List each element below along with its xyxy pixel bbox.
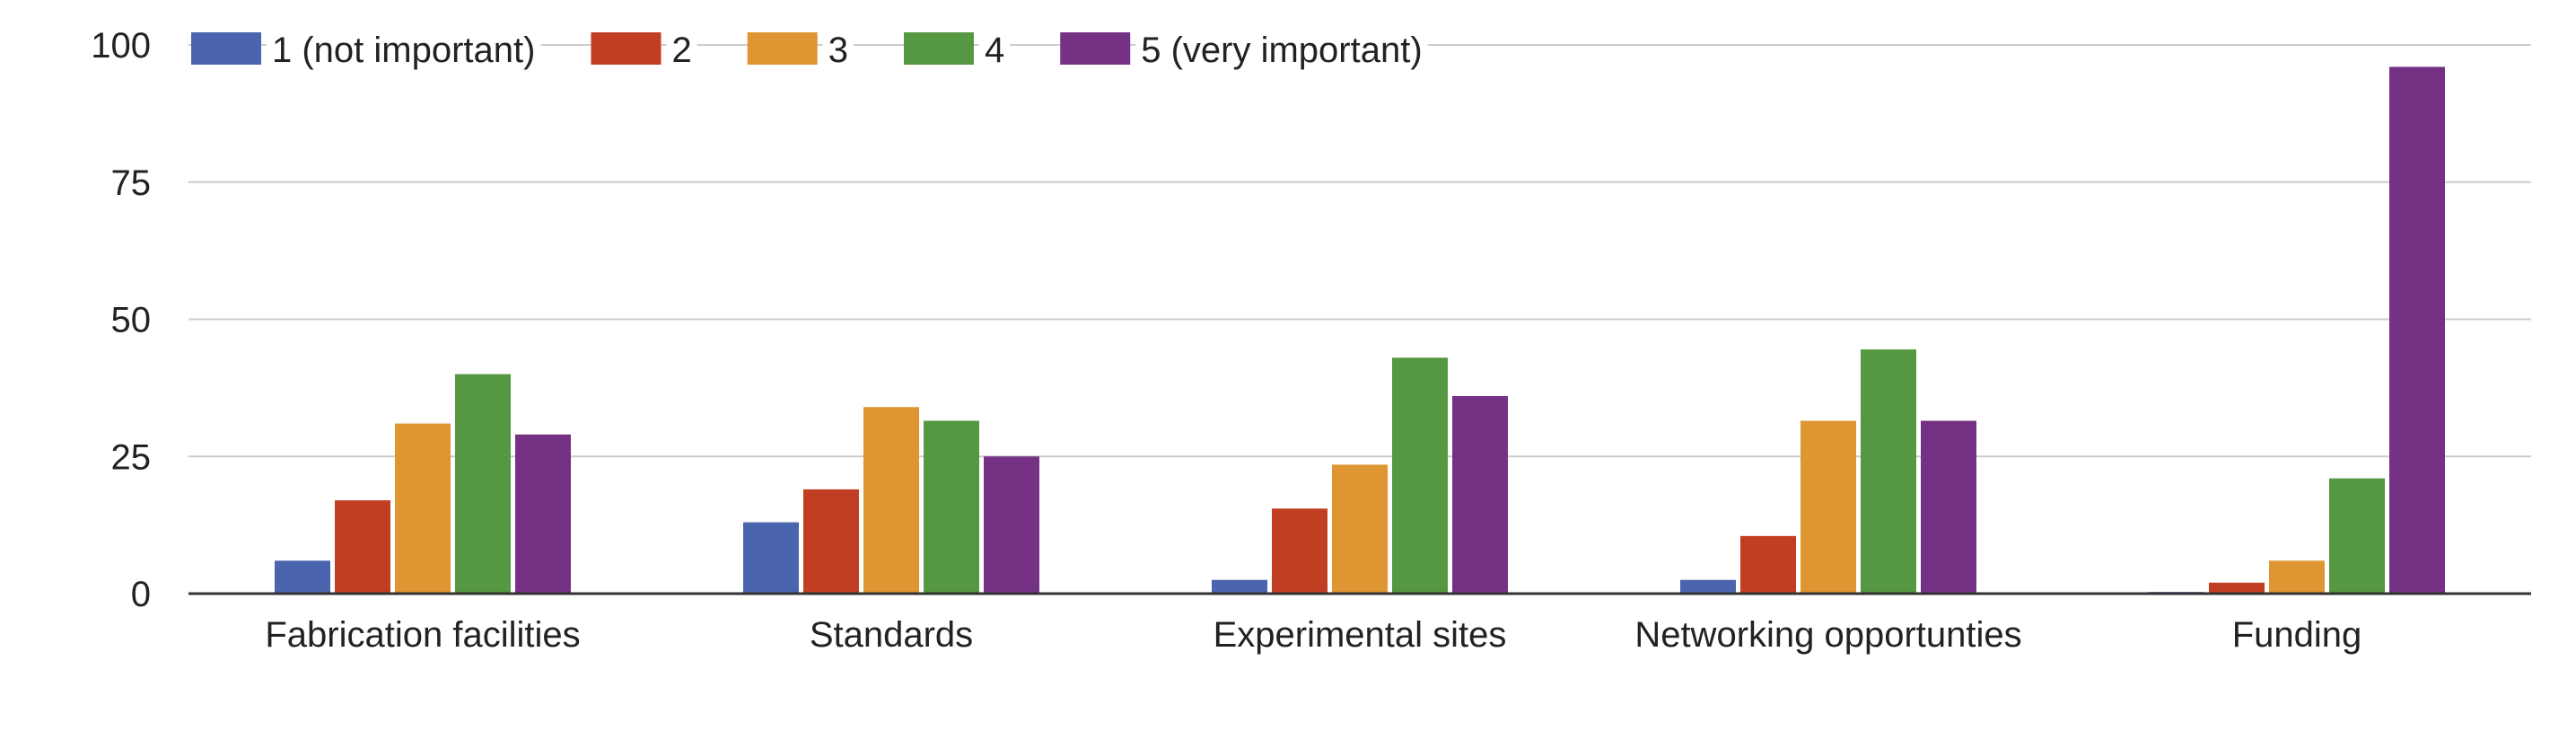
legend-swatch bbox=[903, 32, 974, 65]
legend-item: 5 (very important) bbox=[1060, 31, 1428, 72]
bar bbox=[2209, 582, 2265, 594]
x-category-label: Fabrication facilities bbox=[265, 615, 580, 655]
bar bbox=[803, 489, 859, 594]
legend-label: 3 bbox=[828, 31, 848, 70]
bar bbox=[455, 374, 511, 594]
bar bbox=[395, 423, 451, 594]
legend-label: 1 (not important) bbox=[272, 31, 535, 70]
y-axis-tick-labels: 0 25 50 75 100 bbox=[91, 26, 151, 614]
legend-label-backing bbox=[978, 34, 1011, 72]
legend-label: 5 (very important) bbox=[1141, 31, 1422, 70]
bar bbox=[863, 407, 919, 594]
bar bbox=[743, 522, 799, 594]
gridlines bbox=[188, 44, 2531, 458]
legend-label: 2 bbox=[671, 31, 691, 70]
y-tick-label: 50 bbox=[111, 301, 152, 340]
legend-item: 1 (not important) bbox=[191, 31, 541, 72]
legend-label-backing bbox=[267, 34, 541, 72]
legend-swatch bbox=[591, 32, 662, 65]
bar bbox=[1392, 357, 1448, 594]
bar bbox=[275, 560, 330, 594]
legend-swatch bbox=[1060, 32, 1131, 65]
bar bbox=[2329, 478, 2385, 594]
y-tick-label: 100 bbox=[91, 26, 151, 66]
legend-swatch bbox=[191, 32, 261, 65]
x-axis-category-labels: Fabrication facilities Standards Experimen… bbox=[265, 615, 2361, 655]
x-category-label: Experimental sites bbox=[1214, 615, 1507, 655]
bar bbox=[1272, 508, 1327, 594]
bar bbox=[1680, 579, 1736, 594]
bar bbox=[2269, 560, 2325, 594]
legend-swatch bbox=[747, 32, 818, 65]
legend-item: 3 bbox=[747, 31, 854, 72]
bar bbox=[1332, 464, 1388, 594]
bars bbox=[275, 66, 2445, 594]
bar bbox=[2389, 66, 2445, 594]
y-tick-label: 75 bbox=[111, 163, 152, 203]
bar bbox=[984, 456, 1039, 594]
bar bbox=[1740, 535, 1796, 594]
bar bbox=[1801, 420, 1856, 594]
bar bbox=[924, 420, 979, 594]
x-category-label: Standards bbox=[810, 615, 973, 655]
bar bbox=[515, 434, 571, 594]
legend-item: 4 bbox=[903, 31, 1011, 72]
legend-label: 4 bbox=[985, 31, 1004, 70]
x-category-label: Networking opportunties bbox=[1634, 615, 2021, 655]
x-category-label: Funding bbox=[2232, 615, 2362, 655]
bar bbox=[335, 500, 390, 594]
legend-label-backing bbox=[822, 34, 854, 72]
legend-item: 2 bbox=[591, 31, 697, 72]
bar bbox=[1861, 349, 1916, 594]
bar bbox=[1212, 579, 1267, 594]
legend-label-backing bbox=[1135, 34, 1428, 72]
bar bbox=[1452, 396, 1508, 594]
legend: 1 (not important) 2 3 4 5 (very important) bbox=[191, 31, 1428, 72]
y-tick-label: 0 bbox=[131, 575, 151, 614]
bar bbox=[1921, 420, 1976, 594]
legend-label-backing bbox=[666, 34, 697, 72]
y-tick-label: 25 bbox=[111, 437, 152, 477]
